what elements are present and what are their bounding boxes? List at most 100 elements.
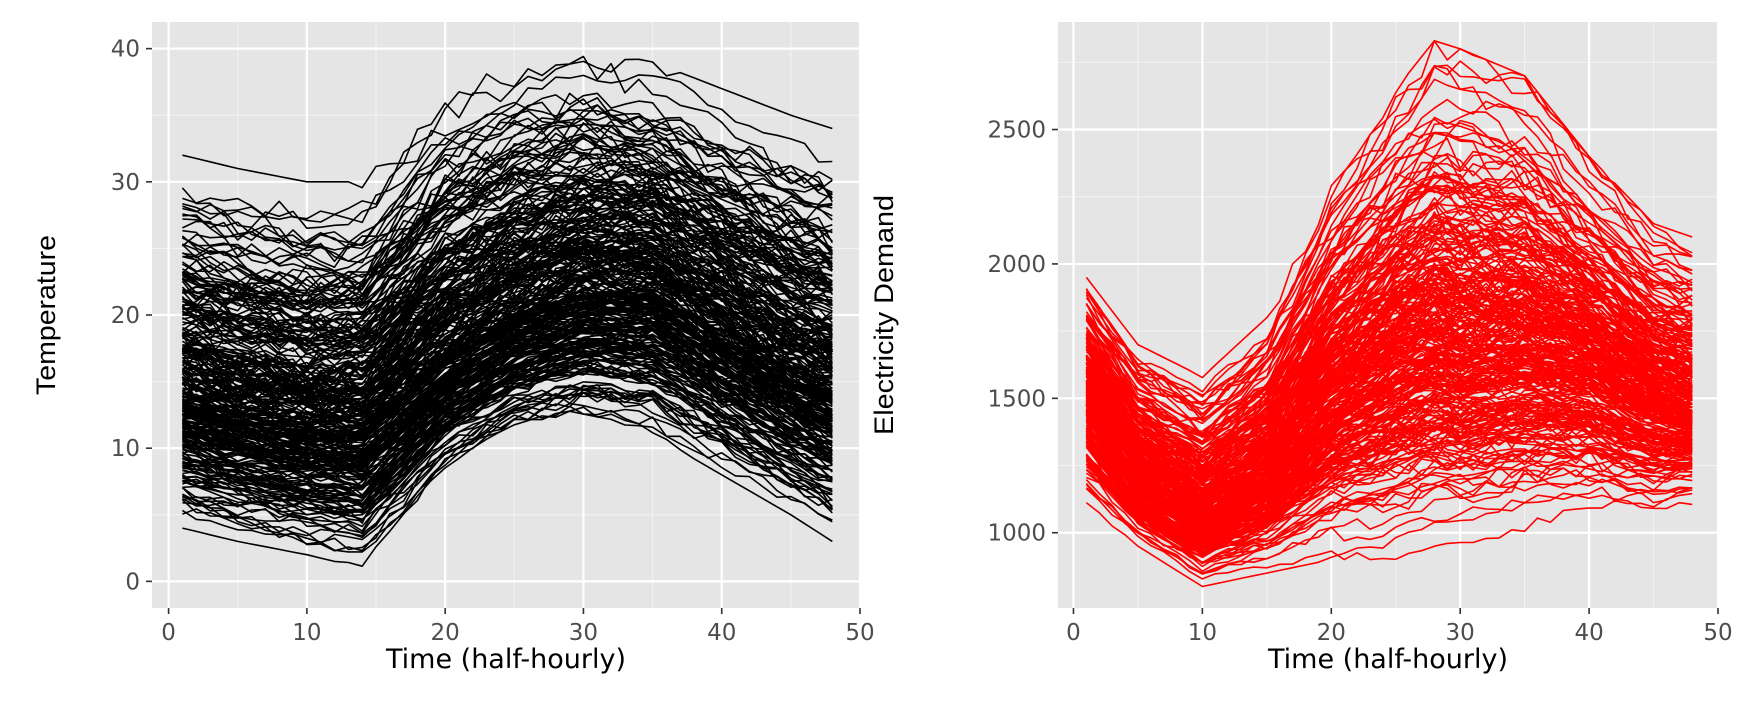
- series-line: [182, 121, 834, 292]
- series-line: [1085, 321, 1693, 503]
- series-line: [1085, 409, 1693, 540]
- series-line: [1085, 39, 1693, 406]
- axis-ticks: 0 10 20 30 40 50 0 10 20 30 40: [111, 37, 875, 646]
- series-line: [182, 157, 833, 263]
- series-line: [1085, 188, 1693, 472]
- series-line: [181, 74, 833, 247]
- y-tick-label: 20: [111, 303, 140, 329]
- series-line: [182, 98, 833, 250]
- panel-electricity-demand: 0 10 20 30 40 50 1000 1500 2000 2500 Time (half-h…: [869, 22, 1733, 675]
- x-tick-label: 50: [845, 620, 874, 646]
- series-line: [1085, 185, 1693, 435]
- series-line: [182, 117, 833, 224]
- series-line: [1085, 430, 1693, 553]
- y-tick-label: 2000: [987, 252, 1046, 278]
- x-axis-title: Time (half-hourly): [1267, 644, 1508, 675]
- series-line: [181, 114, 833, 297]
- series-line: [1085, 456, 1693, 564]
- series-line: [182, 406, 833, 568]
- x-tick-label: 0: [1066, 620, 1081, 646]
- series-line: [181, 390, 833, 552]
- series-line: [1085, 349, 1693, 524]
- x-tick-label: 20: [1317, 620, 1346, 646]
- series-line: [1085, 246, 1693, 495]
- series-line: [182, 352, 833, 500]
- y-axis-title: Temperature: [31, 235, 61, 395]
- series-line: [182, 180, 833, 330]
- series-line: [182, 123, 833, 300]
- series-line: [1085, 282, 1693, 500]
- series-line: [182, 295, 833, 446]
- series-line: [181, 161, 833, 307]
- x-axis-title: Time (half-hourly): [385, 644, 626, 675]
- series-line: [181, 389, 833, 534]
- series-line: [182, 344, 833, 480]
- series-line: [181, 143, 833, 317]
- series-line: [1085, 444, 1693, 563]
- series-line: [1085, 222, 1693, 438]
- series-line: [182, 370, 833, 508]
- y-tick-label: 2500: [987, 118, 1046, 144]
- series-line: [182, 367, 833, 509]
- series-line: [1085, 122, 1693, 420]
- axis-ticks: 0 10 20 30 40 50 1000 1500 2000 2500: [987, 118, 1732, 646]
- series-line: [182, 410, 833, 537]
- series-line: [1085, 367, 1693, 529]
- x-tick-label: 10: [1188, 620, 1217, 646]
- series-line: [182, 239, 833, 398]
- series-line: [1085, 78, 1693, 398]
- series-line: [181, 381, 833, 533]
- series-line: [1085, 39, 1693, 407]
- series-line: [182, 295, 833, 432]
- series-line: [1085, 343, 1693, 514]
- series-line: [182, 187, 833, 342]
- series-line: [182, 137, 833, 312]
- series-line: [1085, 360, 1693, 516]
- y-axis-title: Electricity Demand: [869, 195, 899, 435]
- series-line: [181, 242, 833, 365]
- series-line: [181, 162, 833, 280]
- series-line: [1085, 241, 1693, 470]
- x-tick-label: 30: [1446, 620, 1475, 646]
- series-line: [182, 274, 833, 425]
- series-line: [1085, 416, 1693, 546]
- series-line: [1085, 400, 1693, 537]
- y-tick-label: 1000: [987, 521, 1046, 547]
- x-tick-label: 10: [292, 620, 321, 646]
- series-line: [1085, 331, 1693, 513]
- series-line: [182, 58, 833, 189]
- y-tick-label: 1500: [987, 386, 1046, 412]
- y-tick-label: 30: [111, 170, 140, 196]
- series-lines: [181, 55, 834, 568]
- series-line: [182, 337, 833, 491]
- series-line: [1085, 274, 1693, 463]
- series-line: [1085, 298, 1693, 503]
- series-line: [182, 136, 833, 323]
- series-line: [182, 207, 833, 317]
- series-line: [182, 207, 833, 355]
- series-line: [182, 359, 833, 497]
- series-line: [182, 125, 833, 269]
- series-line: [182, 326, 833, 471]
- series-line: [181, 185, 834, 334]
- series-line: [182, 391, 833, 553]
- series-line: [182, 101, 833, 220]
- series-line: [1085, 368, 1693, 536]
- series-line: [182, 55, 833, 229]
- series-line: [181, 200, 833, 384]
- series-line: [1085, 318, 1693, 503]
- series-line: [1085, 435, 1693, 564]
- series-line: [1085, 396, 1693, 533]
- series-line: [1085, 262, 1693, 459]
- series-line: [182, 213, 833, 368]
- y-tick-label: 40: [111, 37, 140, 63]
- series-line: [182, 172, 833, 311]
- series-line: [1085, 473, 1693, 573]
- series-line: [1085, 488, 1693, 580]
- series-line: [182, 299, 833, 435]
- series-line: [1085, 202, 1693, 456]
- series-line: [182, 315, 833, 456]
- series-line: [1085, 98, 1693, 415]
- series-line: [1085, 492, 1693, 588]
